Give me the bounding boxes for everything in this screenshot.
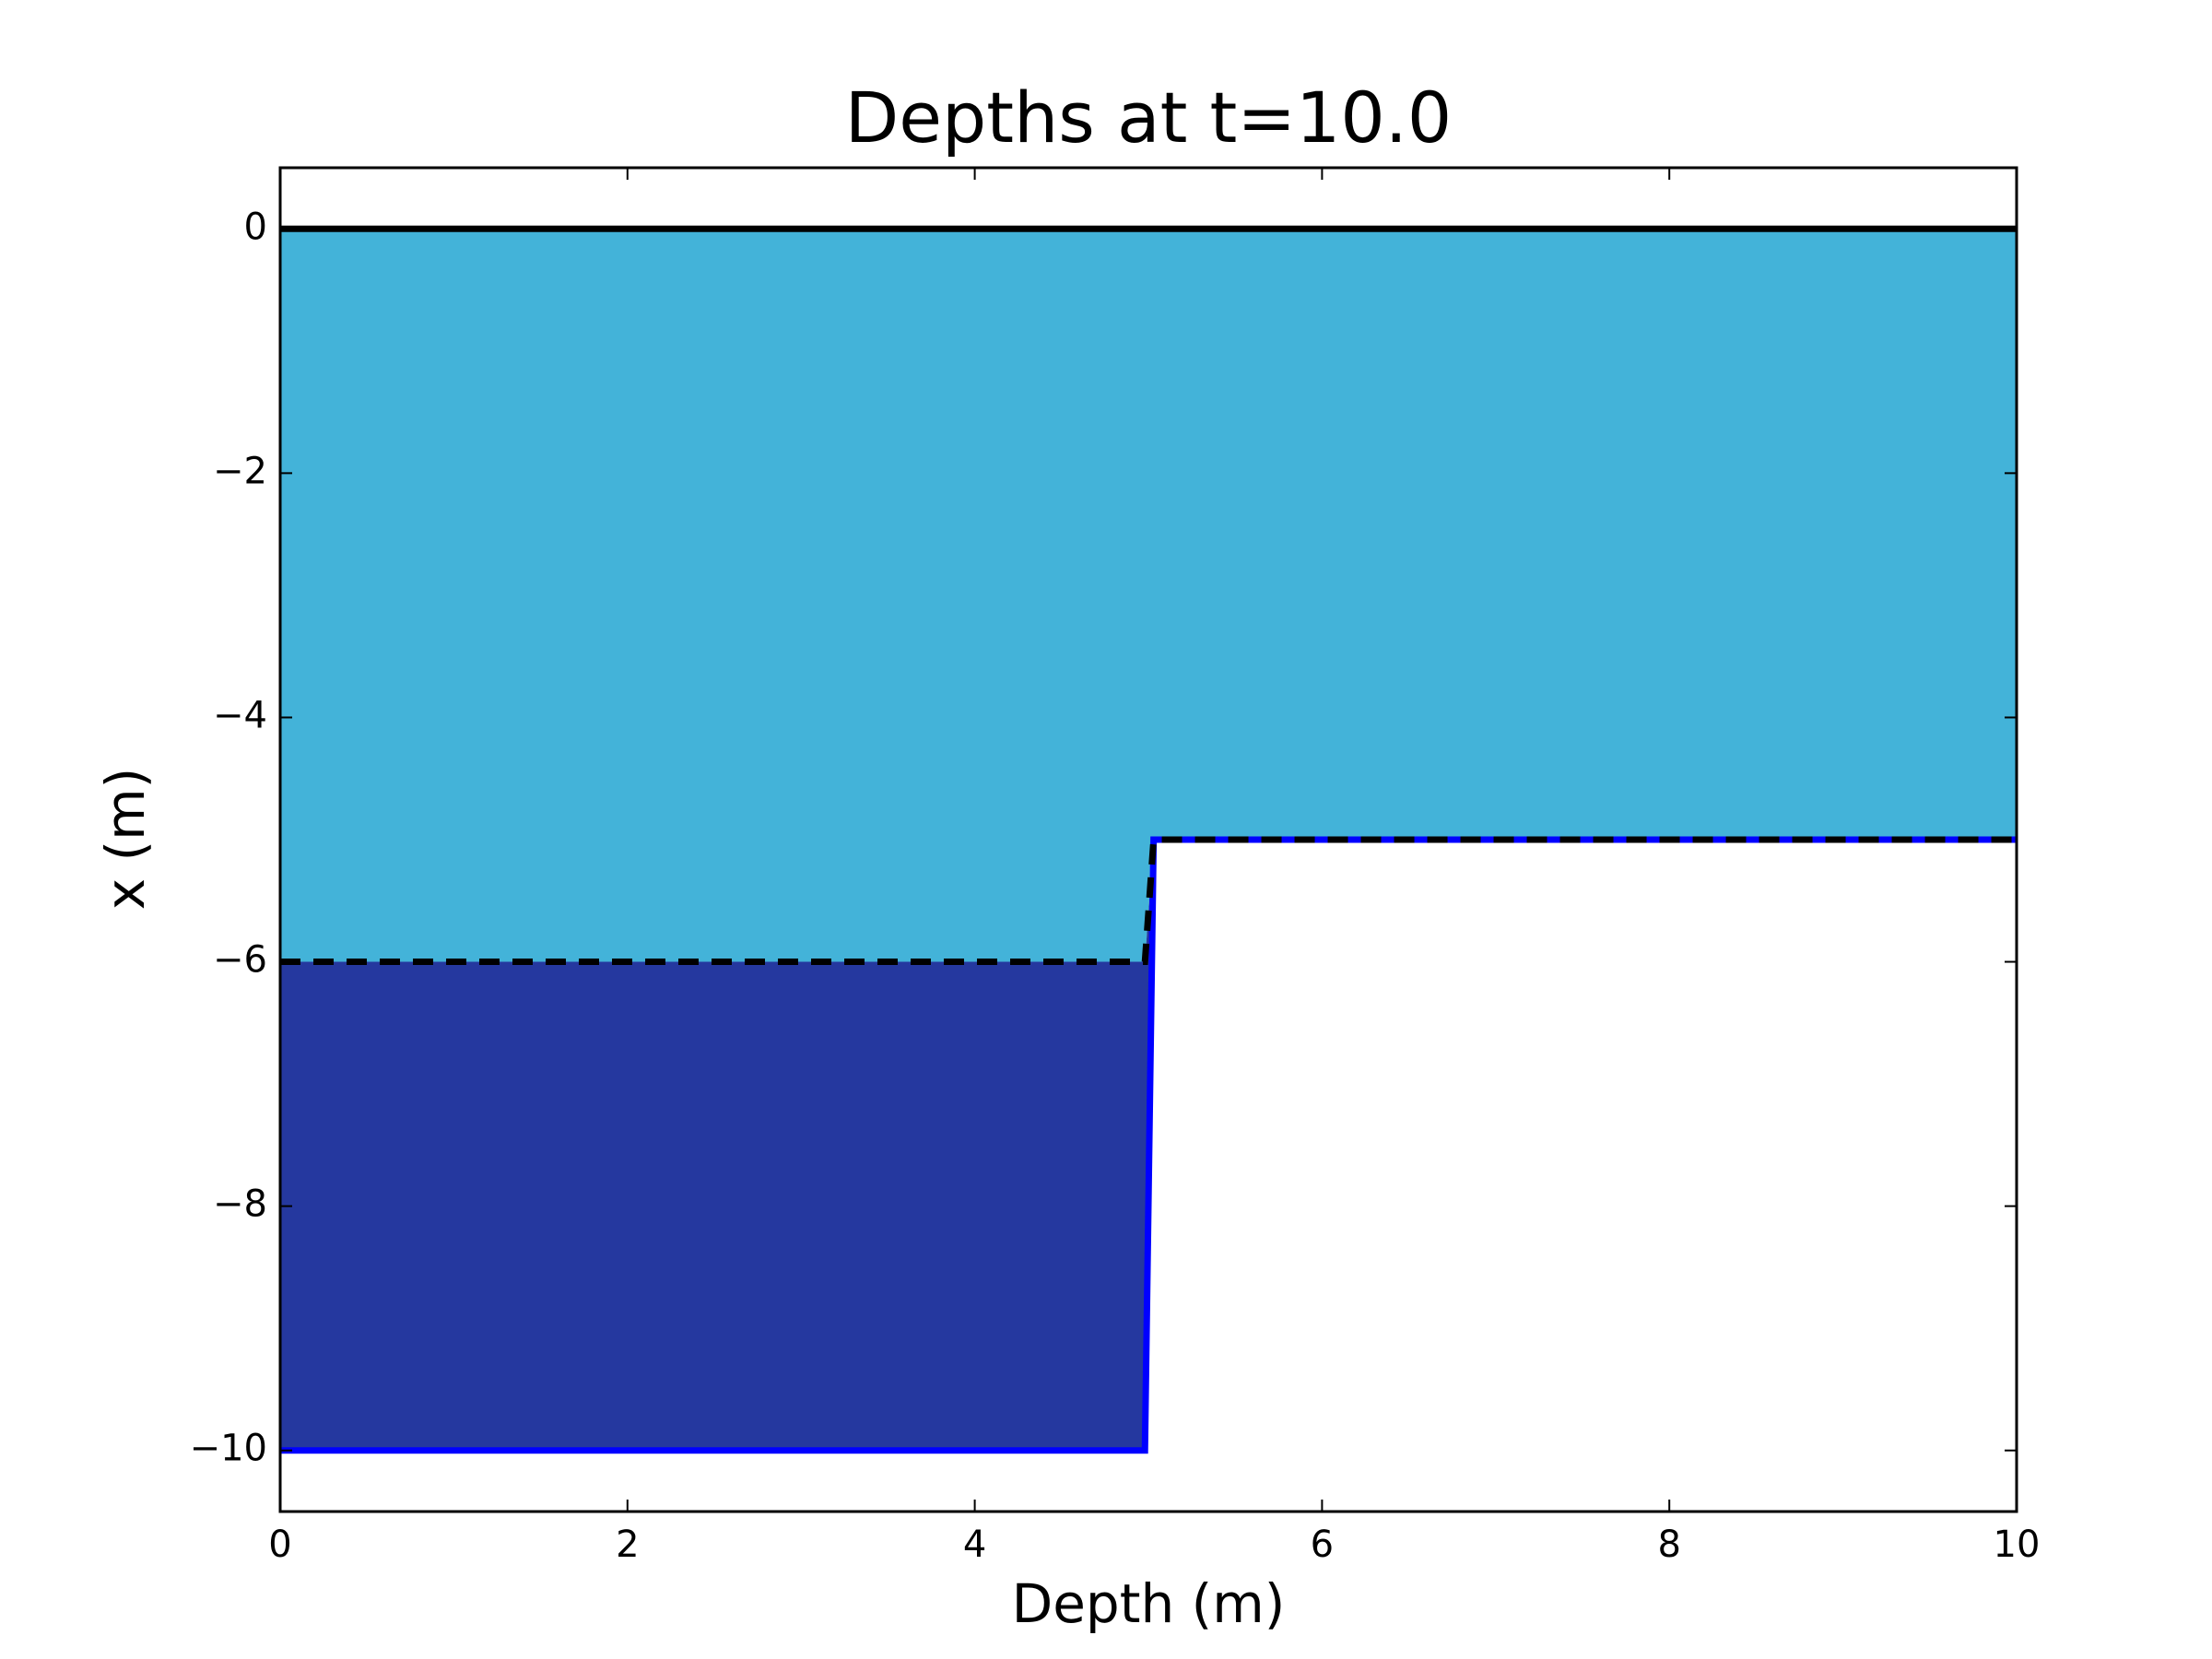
plot-frame xyxy=(278,166,2018,1513)
x-tick-label: 8 xyxy=(1657,1524,1680,1566)
chart-title: Depths at t=10.0 xyxy=(845,76,1452,159)
y-tick-label: −6 xyxy=(213,939,267,982)
x-tick-label: 6 xyxy=(1311,1524,1334,1566)
y-tick-label: 0 xyxy=(244,206,267,248)
y-axis-label: x (m) xyxy=(94,768,157,911)
x-tick-label: 10 xyxy=(1994,1524,2041,1566)
y-tick-label: −8 xyxy=(213,1183,267,1226)
layer-fill xyxy=(280,229,2017,962)
y-tick-label: −2 xyxy=(213,450,267,492)
x-axis-label: Depth (m) xyxy=(1012,1572,1286,1635)
line xyxy=(280,836,2017,1454)
x-tick-label: 2 xyxy=(616,1524,639,1566)
line xyxy=(280,836,2017,966)
x-tick-label: 0 xyxy=(268,1524,291,1566)
x-tick-label: 4 xyxy=(963,1524,986,1566)
y-tick-label: −10 xyxy=(190,1428,267,1470)
y-tick-label: −4 xyxy=(213,694,267,736)
